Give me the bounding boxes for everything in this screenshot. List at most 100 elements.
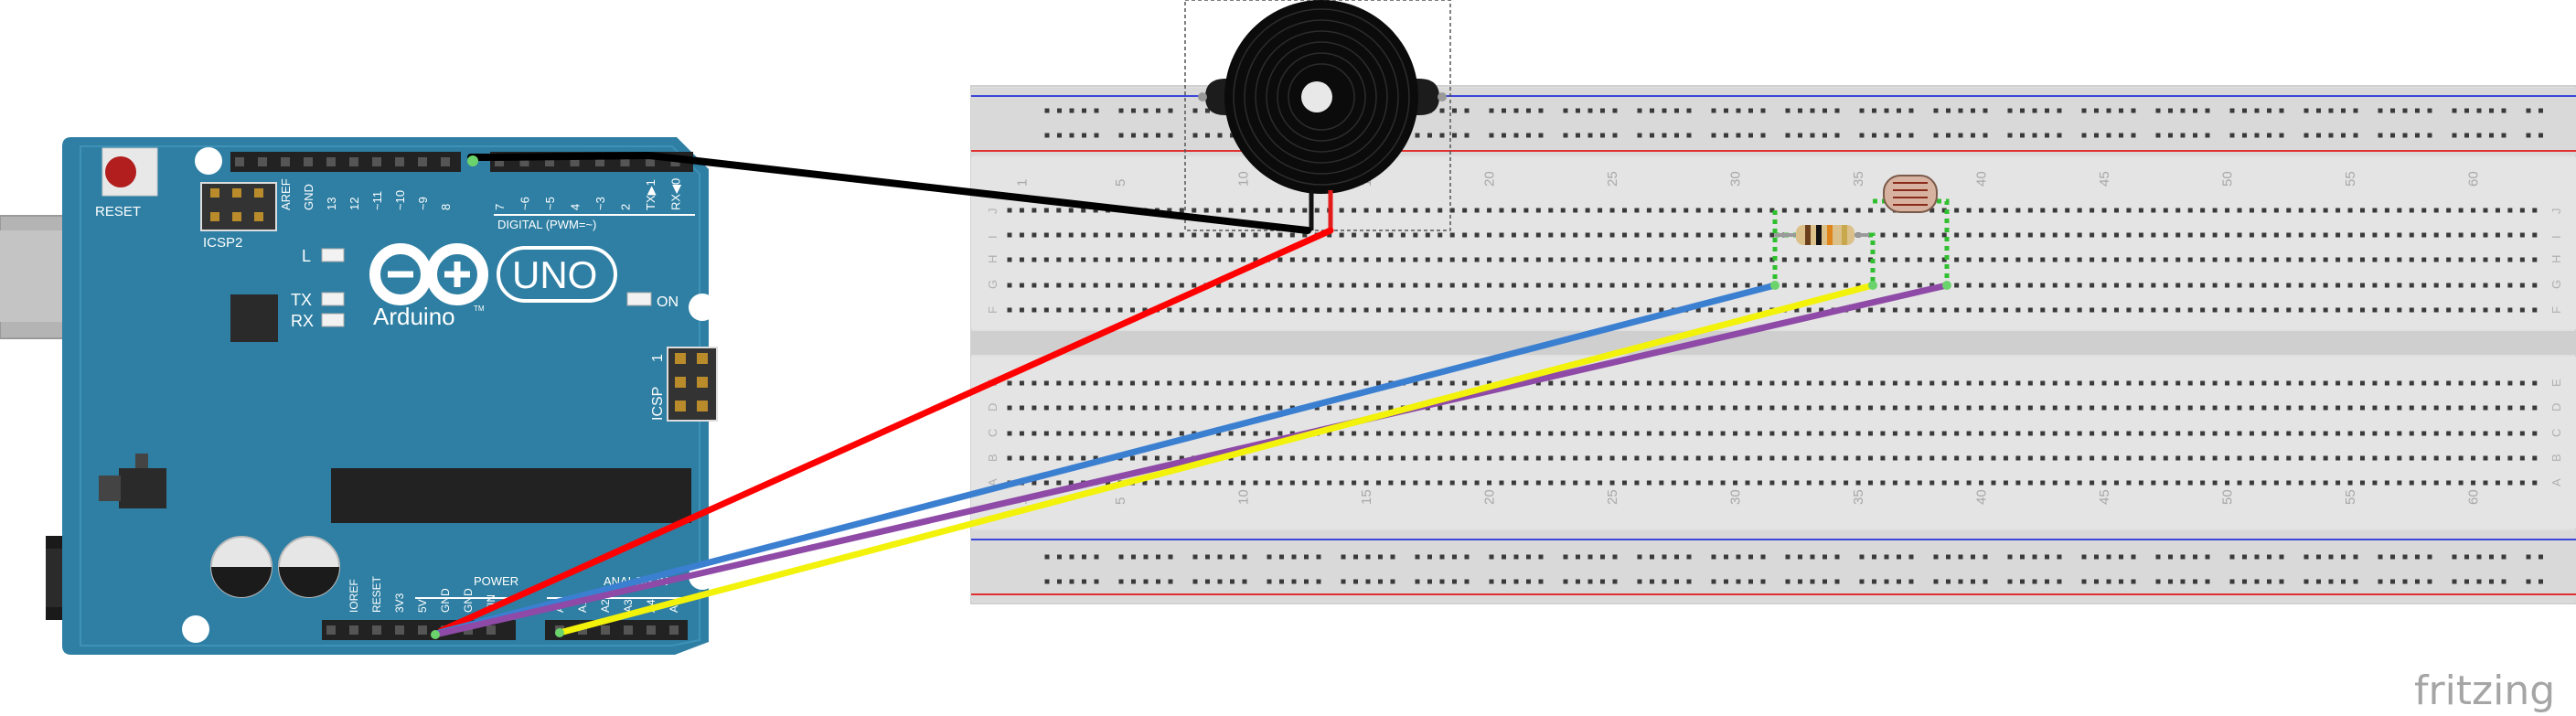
column-number: 60 (2466, 489, 2482, 505)
digital-pin-label: ~3 (593, 197, 607, 210)
row-letter: J (2549, 208, 2563, 215)
digital-pin-label: TX▶1 (644, 179, 657, 210)
digital-pin-label: ~11 (370, 191, 384, 210)
column-number: 35 (1851, 489, 1866, 505)
row-letter: F (2549, 306, 2563, 314)
power-header (322, 620, 688, 640)
row-letter: G (2549, 280, 2563, 289)
bottom-power-rail (971, 530, 2576, 602)
icsp-pin1-label: 1 (650, 354, 666, 362)
icsp2-label: ICSP2 (203, 235, 242, 251)
row-letter: D (2549, 403, 2563, 411)
column-number: 30 (1728, 171, 1744, 187)
row-letter: C (2549, 429, 2563, 437)
icsp-header (667, 347, 718, 422)
buzzer-selection-box (1184, 0, 1451, 231)
column-number: 5 (1113, 179, 1128, 187)
digital-pin-label: 7 (493, 204, 507, 210)
on-led (626, 292, 652, 306)
row-letter: I (986, 235, 999, 239)
digital-pin-label: 4 (569, 204, 583, 210)
tx-led-label: TX (291, 291, 312, 309)
column-number: 25 (1605, 489, 1620, 505)
row-letter: H (986, 255, 999, 263)
column-number: 60 (2466, 171, 2482, 187)
row-letter: E (2549, 379, 2563, 387)
column-number: 20 (1482, 171, 1498, 187)
digital-pin-label: 13 (325, 198, 338, 210)
column-number: 25 (1605, 171, 1620, 187)
column-number: 35 (1851, 171, 1866, 187)
photoresistor (1883, 175, 1938, 213)
power-pin-label: GND (462, 588, 475, 613)
analog-pin-label: A3 (622, 599, 635, 613)
atmega-chip (331, 468, 691, 523)
digital-pin-label: ~9 (416, 197, 430, 210)
column-number: 45 (2097, 489, 2112, 505)
column-number: 5 (1113, 497, 1128, 505)
tx-led (321, 292, 345, 306)
brand-label: Arduino (373, 303, 455, 330)
wire-yellow-a0-junction (556, 282, 1876, 636)
column-number: 20 (1482, 489, 1498, 505)
row-letter: C (986, 429, 999, 437)
row-letter: F (986, 306, 999, 314)
wire-red-5v-buzzer (437, 227, 1334, 635)
digital-pin-label: RX◀0 (669, 178, 683, 210)
icsp2-header (200, 182, 277, 231)
digital-pin-label: GND (302, 184, 315, 210)
on-led-label: ON (657, 294, 679, 310)
row-letter: H (2549, 255, 2563, 263)
row-letter: I (2549, 235, 2563, 239)
row-letter: G (986, 280, 999, 289)
column-number: 1 (1014, 179, 1030, 187)
power-pin-label: IOREF (347, 579, 360, 613)
l-led-label: L (302, 247, 311, 265)
digital-label: DIGITAL (PWM=~) (497, 218, 596, 231)
power-pin-label: RESET (370, 575, 383, 613)
column-number: 15 (1359, 489, 1374, 505)
center-channel (971, 331, 2576, 355)
capacitor-2 (278, 536, 340, 598)
rx-led-label: RX (291, 312, 314, 330)
row-letter: A (2549, 478, 2563, 486)
fritzing-watermark: fritzing (2414, 668, 2555, 714)
digital-pin-label: 12 (347, 198, 361, 210)
digital-pin-label: 8 (439, 204, 453, 210)
power-pin-label: 5V (416, 599, 429, 613)
piezo-buzzer (1184, 0, 1451, 231)
row-letter: B (2549, 454, 2563, 462)
reset-button[interactable] (102, 147, 158, 197)
power-pin-label: GND (439, 588, 452, 613)
column-number: 50 (2220, 171, 2236, 187)
wire-purple-gnd-ldr (432, 282, 1951, 638)
uno-badge (497, 246, 617, 303)
resistor (1775, 225, 1869, 245)
digital-pin-label: ~10 (393, 190, 407, 210)
model-label: UNO (512, 253, 597, 296)
digital-pin-label: ~5 (543, 197, 557, 210)
digital-pin-label: ~6 (518, 197, 532, 210)
tm-label: TM (474, 305, 485, 313)
icsp-label: ICSP (650, 387, 666, 421)
capacitor-1 (210, 536, 273, 598)
row-letter: J (986, 208, 999, 215)
column-number: 55 (2343, 489, 2358, 505)
column-number: 50 (2220, 489, 2236, 505)
column-number: 10 (1236, 489, 1252, 505)
wire-black-pin8-buzzer (467, 151, 1311, 234)
digital-pin-label: 2 (619, 204, 633, 210)
power-pin-label: 3V3 (393, 593, 406, 613)
wire-blue-gnd-resistor (435, 282, 1779, 636)
column-number: 45 (2097, 171, 2112, 187)
voltage-regulator (99, 454, 166, 508)
wires (431, 151, 1951, 639)
breadboard: 1155101015152020252530303535404045455050… (970, 85, 2576, 604)
column-number: 40 (1974, 171, 1990, 187)
column-number: 10 (1236, 171, 1252, 187)
arduino-logo (369, 243, 488, 305)
usb-chip (230, 294, 278, 342)
column-number: 55 (2343, 171, 2358, 187)
column-number: 40 (1974, 489, 1990, 505)
